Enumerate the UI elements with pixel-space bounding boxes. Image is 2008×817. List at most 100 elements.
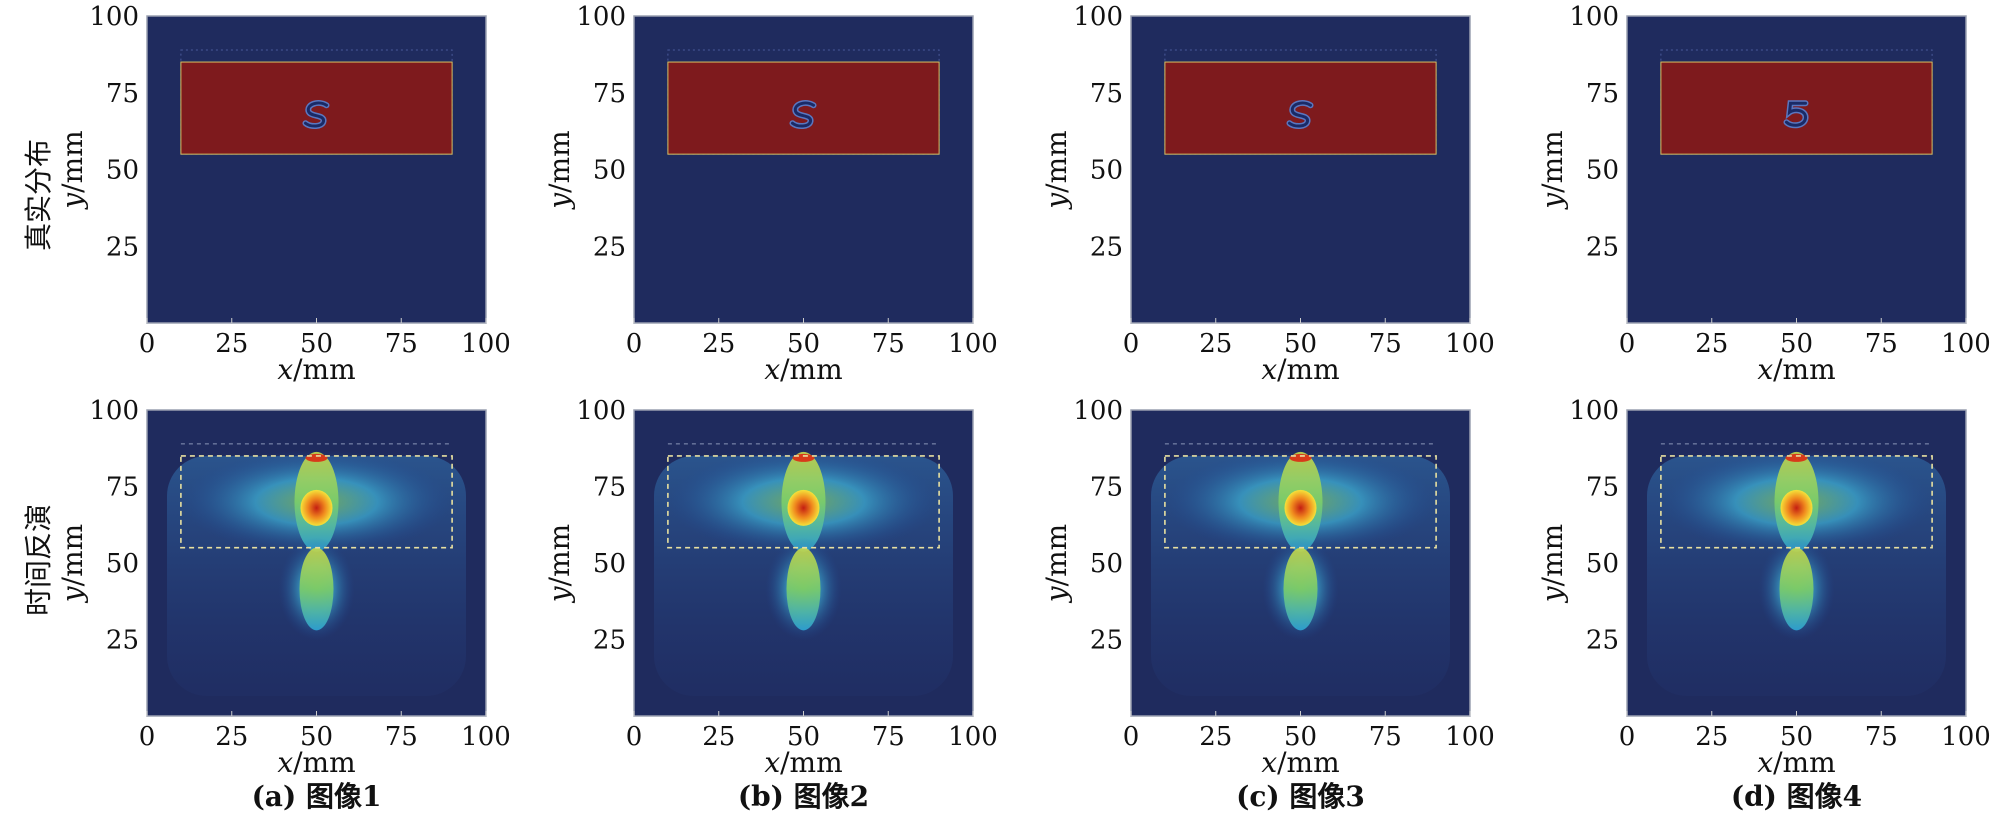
- y-tick-label: 25: [593, 626, 626, 656]
- x-tick-label: 50: [1284, 329, 1317, 359]
- x-tick-label: 25: [215, 722, 248, 752]
- x-axis-label: x/mm: [1757, 353, 1835, 386]
- x-tick-label: 100: [461, 329, 511, 359]
- panel-c-top: 0 25 50 75 100 25 50 75 100 x/mm y/mm: [1040, 2, 1495, 386]
- x-tick-label: 50: [1284, 722, 1317, 752]
- x-tick-label: 50: [787, 329, 820, 359]
- y-tick-label: 25: [1090, 232, 1123, 262]
- x-axis-label: x/mm: [1757, 746, 1835, 779]
- panel-b-top: 0 25 50 75 100 25 50 75 100 x/mm y/mm: [543, 2, 998, 386]
- x-axis-label: x/mm: [1261, 353, 1339, 386]
- hot-spot: [300, 489, 333, 526]
- domain-rectangle: [180, 61, 453, 155]
- x-tick-label: 100: [948, 329, 998, 359]
- y-tick-label: 75: [593, 473, 626, 503]
- x-axis-label: x/mm: [277, 746, 355, 779]
- panel-caption-1: (a) 图像1: [252, 780, 382, 813]
- x-tick-label: 25: [1199, 722, 1232, 752]
- panel-caption-3: (c) 图像3: [1236, 780, 1365, 813]
- x-tick-label: 100: [1941, 329, 1991, 359]
- panel-a-bottom: 0 25 50 75 100 25 50 75 100 x/mm y/mm: [56, 396, 511, 779]
- panel-a-top: 0 25 50 75 100 25 50 75 100 x/mm y/mm: [56, 2, 511, 386]
- x-tick-label: 75: [1865, 329, 1898, 359]
- x-tick-label: 100: [1941, 722, 1991, 752]
- y-tick-label: 25: [106, 626, 139, 656]
- x-tick-label: 50: [1780, 722, 1813, 752]
- y-tick-label: 25: [106, 232, 139, 262]
- y-tick-label: 75: [106, 79, 139, 109]
- y-tick-label: 100: [1569, 2, 1619, 32]
- row-label-1: 真实分布: [22, 139, 55, 251]
- y-tick-label: 75: [593, 79, 626, 109]
- x-tick-label: 50: [300, 722, 333, 752]
- x-tick-label: 100: [948, 722, 998, 752]
- x-tick-label: 0: [1619, 722, 1636, 752]
- y-axis-label: y/mm: [56, 524, 89, 604]
- y-tick-label: 75: [1586, 473, 1619, 503]
- row-label-2: 时间反演: [22, 504, 55, 616]
- hot-spot: [1780, 489, 1813, 526]
- x-tick-label: 75: [1369, 722, 1402, 752]
- x-tick-label: 100: [1445, 722, 1495, 752]
- y-axis-label: y/mm: [1536, 130, 1569, 210]
- x-tick-label: 50: [300, 329, 333, 359]
- x-tick-label: 50: [787, 722, 820, 752]
- lower-plume: [786, 547, 821, 631]
- y-axis-label: y/mm: [543, 524, 576, 604]
- dashed-region-box: [1660, 455, 1933, 549]
- y-tick-label: 100: [576, 396, 626, 426]
- target-shape-core: [1288, 101, 1312, 128]
- panel-b-bottom: 0 25 50 75 100 25 50 75 100 x/mm y/mm: [543, 396, 998, 779]
- y-tick-label: 100: [1073, 396, 1123, 426]
- dashed-region-box: [1164, 455, 1437, 549]
- x-tick-label: 0: [139, 722, 156, 752]
- target-shape-core: [1785, 101, 1807, 127]
- x-tick-label: 0: [1619, 329, 1636, 359]
- y-tick-label: 100: [89, 396, 139, 426]
- x-tick-label: 0: [626, 722, 643, 752]
- y-axis-label: y/mm: [543, 130, 576, 210]
- y-tick-label: 25: [1586, 232, 1619, 262]
- x-tick-label: 75: [872, 722, 905, 752]
- y-tick-label: 50: [593, 156, 626, 186]
- lower-plume: [1779, 547, 1814, 631]
- hot-spot: [1284, 489, 1317, 526]
- x-axis-label: x/mm: [277, 353, 355, 386]
- y-tick-label: 75: [106, 473, 139, 503]
- y-tick-label: 75: [1090, 473, 1123, 503]
- y-tick-label: 50: [106, 549, 139, 579]
- panel-caption-4: (d) 图像4: [1731, 780, 1862, 813]
- x-tick-label: 75: [1369, 329, 1402, 359]
- panel-d-top: 0 25 50 75 100 25 50 75 100 x/mm y/mm: [1536, 2, 1991, 386]
- y-tick-label: 50: [1090, 549, 1123, 579]
- y-tick-label: 100: [89, 2, 139, 32]
- panel-c-bottom: 0 25 50 75 100 25 50 75 100 x/mm y/mm: [1040, 396, 1495, 779]
- domain-rectangle: [667, 61, 940, 155]
- y-axis-label: y/mm: [1536, 524, 1569, 604]
- dashed-region-box: [180, 455, 453, 549]
- target-shape-core: [304, 101, 328, 128]
- y-tick-label: 50: [1586, 156, 1619, 186]
- x-tick-label: 0: [626, 329, 643, 359]
- y-tick-label: 25: [1090, 626, 1123, 656]
- x-tick-label: 100: [461, 722, 511, 752]
- panel-d-bottom: 0 25 50 75 100 25 50 75 100 x/mm y/mm: [1536, 396, 1991, 779]
- x-tick-label: 25: [702, 722, 735, 752]
- y-tick-label: 75: [1586, 79, 1619, 109]
- x-tick-label: 75: [385, 329, 418, 359]
- lower-plume: [1283, 547, 1318, 631]
- x-tick-label: 75: [1865, 722, 1898, 752]
- x-tick-label: 75: [385, 722, 418, 752]
- x-tick-label: 25: [702, 329, 735, 359]
- lower-plume: [299, 547, 334, 631]
- y-tick-label: 100: [576, 2, 626, 32]
- x-tick-label: 25: [215, 329, 248, 359]
- x-tick-label: 0: [1123, 722, 1140, 752]
- y-tick-label: 50: [1586, 549, 1619, 579]
- y-tick-label: 50: [593, 549, 626, 579]
- y-axis-label: y/mm: [56, 130, 89, 210]
- target-shape-core: [791, 101, 815, 128]
- x-tick-label: 25: [1199, 329, 1232, 359]
- x-tick-label: 25: [1695, 329, 1728, 359]
